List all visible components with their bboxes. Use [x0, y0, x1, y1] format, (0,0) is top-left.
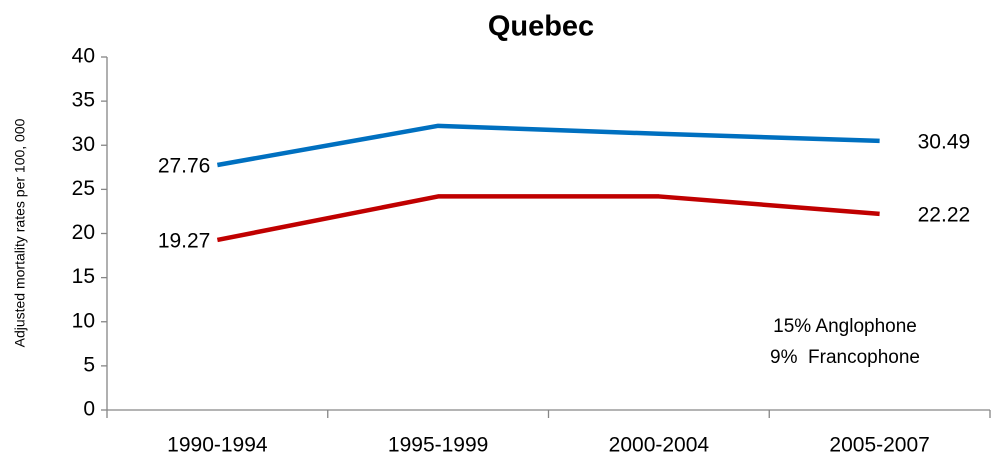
data-label: 19.27	[158, 229, 211, 252]
y-tick-label: 5	[83, 353, 95, 376]
x-tick-label: 2005-2007	[829, 434, 929, 457]
chart-title: Quebec	[488, 11, 594, 43]
data-label: 30.49	[918, 130, 971, 153]
y-tick-label: 25	[72, 177, 95, 200]
annotation: 9% Francophone	[770, 347, 920, 368]
data-label: 27.76	[158, 155, 211, 178]
x-tick-label: 1995-1999	[388, 434, 488, 457]
x-tick-label: 2000-2004	[609, 434, 710, 457]
y-tick-label: 20	[72, 221, 95, 244]
data-label: 22.22	[918, 203, 971, 226]
y-tick-label: 15	[72, 265, 95, 288]
annotation: 15% Anglophone	[773, 316, 917, 337]
y-axis-label: Adjusted mortality rates per 100, 000	[12, 118, 28, 347]
y-tick-label: 40	[72, 45, 95, 68]
y-tick-label: 10	[72, 309, 95, 332]
x-tick-label: 1990-1994	[167, 434, 268, 457]
line-series	[216, 123, 880, 168]
line-series	[216, 194, 880, 243]
y-tick-label: 30	[72, 133, 95, 156]
y-tick-label: 35	[72, 89, 95, 112]
y-tick-label: 0	[83, 398, 95, 421]
